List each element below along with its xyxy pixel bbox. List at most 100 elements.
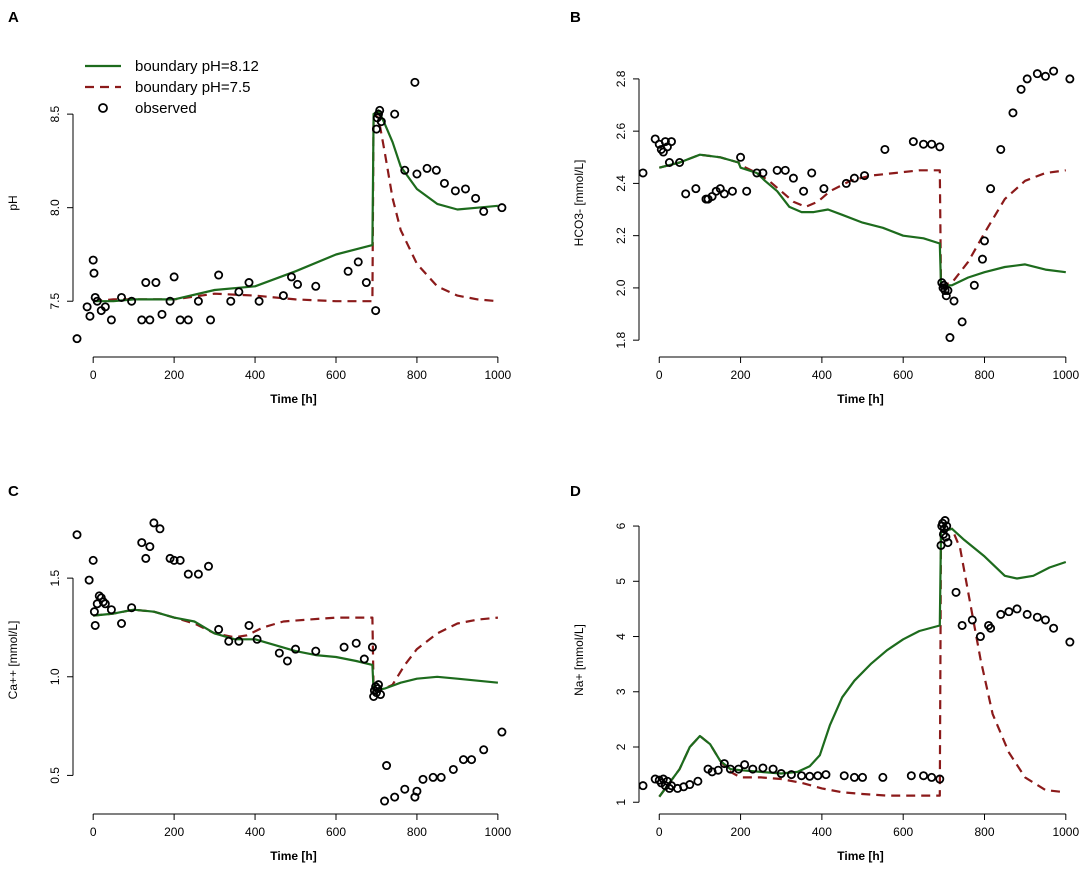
panel-d-observed-point xyxy=(849,772,859,782)
panel-a-observed-point xyxy=(72,334,82,344)
panel-b-x-tick-label: 1000 xyxy=(1052,368,1079,382)
panel-a-observed-point xyxy=(100,302,110,312)
panel-b-observed-point xyxy=(957,317,967,327)
panel-c-y-tick-label: 0.5 xyxy=(48,767,62,784)
panel-c-x-tick-label: 400 xyxy=(245,825,265,839)
panel-d-plot-area xyxy=(638,516,1075,798)
panel-b-observed-point xyxy=(986,184,996,194)
panel-b-observed-point xyxy=(788,173,798,183)
panel-b-y-tick-label: 1.8 xyxy=(614,331,628,348)
panel-b-observed-point xyxy=(977,254,987,264)
panel-c-plot-area xyxy=(72,518,507,806)
panel-d-observed-point xyxy=(996,609,1006,619)
panel-d-observed-point xyxy=(713,765,723,775)
panel-a-y-axis-title: pH xyxy=(6,195,20,210)
panel-d-x-tick-label: 400 xyxy=(812,825,832,839)
panel-b-x-tick-label: 800 xyxy=(974,368,994,382)
panel-b-observed-point xyxy=(1016,84,1026,94)
panel-d-y-axis-title: Na+ [mmol/L] xyxy=(572,624,586,696)
panel-c-x-tick-label: 0 xyxy=(90,825,97,839)
panel-c-boundary-ph-8-12-line xyxy=(93,608,499,692)
legend: boundary pH=8.12 boundary pH=7.5 observed xyxy=(85,58,259,117)
panel-d-x-tick-label: 800 xyxy=(974,825,994,839)
panel-a-observed-point xyxy=(450,186,460,196)
panel-b-plot-area xyxy=(638,66,1075,343)
panel-a-boundary-ph-8-12-line xyxy=(93,109,499,303)
panel-c-observed-point xyxy=(98,597,108,607)
panel-a-observed-point xyxy=(361,278,371,288)
panel-b-observed-point xyxy=(681,189,691,199)
panel-c-observed-point xyxy=(376,690,386,700)
panel-d-observed-point xyxy=(638,781,648,791)
panel-b-x-tick-label: 600 xyxy=(893,368,913,382)
panel-b-observed-point xyxy=(819,184,829,194)
panel-a-observed-point xyxy=(169,272,179,282)
panel-a-observed-point xyxy=(431,165,441,175)
panel-d-observed-point xyxy=(797,771,807,781)
panel-d: D 0 200 400 600 800 1000 Time [h] 1 2 3 4 5 6 Na+ [mmo… xyxy=(570,483,1079,863)
panel-c-observed-point xyxy=(418,774,428,784)
panel-c-observed-point xyxy=(234,636,244,646)
panel-a-x-tick-label: 400 xyxy=(245,368,265,382)
panel-a-observed-point xyxy=(137,315,147,325)
panel-d-observed-point xyxy=(776,769,786,779)
panel-c-observed-point xyxy=(137,538,147,548)
panel-d-observed-point xyxy=(734,764,744,774)
panel-c-x-axis-title: Time [h] xyxy=(270,849,316,863)
panel-b-letter: B xyxy=(570,9,581,26)
panel-b-x-tick-label: 400 xyxy=(812,368,832,382)
panel-c-x-tick-label: 200 xyxy=(164,825,184,839)
panel-c-observed-point xyxy=(311,646,321,656)
panel-d-observed-point xyxy=(813,771,823,781)
panel-c-observed-point xyxy=(94,591,104,601)
panel-c-observed-point xyxy=(72,530,82,540)
panel-c-y-axis-title: Ca++ [mmol/L] xyxy=(6,621,20,700)
panel-b-observed-point xyxy=(780,165,790,175)
panel-d-observed-point xyxy=(986,623,996,633)
panel-b-observed-point xyxy=(996,144,1006,154)
panel-b-observed-point xyxy=(841,178,851,188)
panel-c-observed-point xyxy=(351,638,361,648)
panel-a-observed-point xyxy=(206,315,216,325)
panel-a: A 0 200 400 600 800 1000 Time [h] 7.5 8.0 8.5 pH xyxy=(6,9,512,406)
panel-a-y-tick-label: 8.5 xyxy=(48,105,62,122)
panel-d-boundary-ph-8-12-line xyxy=(658,527,1067,798)
panel-a-observed-point xyxy=(193,296,203,306)
panel-a-observed-point xyxy=(234,287,244,297)
panel-b-observed-point xyxy=(945,333,955,343)
legend-boundary-ph-8-12-label: boundary pH=8.12 xyxy=(135,58,259,75)
panel-d-observed-point xyxy=(942,521,952,531)
panel-b-observed-point xyxy=(860,171,870,181)
panel-c-observed-point xyxy=(127,603,137,613)
panel-b-observed-point xyxy=(660,137,670,147)
panel-b-boundary-ph-8-12-line xyxy=(659,153,1066,287)
panel-d-y-tick-label: 4 xyxy=(614,633,628,640)
panel-a-observed-point xyxy=(254,296,264,306)
panel-a-observed-point xyxy=(471,193,481,203)
panel-d-x-axis-title: Time [h] xyxy=(837,849,883,863)
panel-a-observed-point xyxy=(412,169,422,179)
panel-a-observed-point xyxy=(400,165,410,175)
panel-a-observed-point xyxy=(343,266,353,276)
panel-a-y-tick-label: 8.0 xyxy=(48,199,62,216)
panel-d-x-tick-label: 600 xyxy=(893,825,913,839)
panel-b-y-tick-label: 2.4 xyxy=(614,175,628,192)
panel-b-observed-point xyxy=(719,189,729,199)
panel-b-observed-point xyxy=(949,296,959,306)
panel-b-y-tick-label: 2.6 xyxy=(614,122,628,139)
panel-c-observed-point xyxy=(428,772,438,782)
panel-d-observed-point xyxy=(935,774,945,784)
panel-c-observed-point xyxy=(497,727,507,737)
panel-d-observed-point xyxy=(951,587,961,597)
panel-b-observed-point xyxy=(1049,66,1059,76)
panel-a-observed-point xyxy=(371,306,381,316)
panel-b-observed-point xyxy=(664,158,674,168)
panel-b-observed-point xyxy=(1065,74,1075,84)
panel-c-observed-point xyxy=(155,524,165,534)
panel-b-observed-point xyxy=(758,168,768,178)
panel-c-x-tick-label: 800 xyxy=(407,825,427,839)
panel-c-observed-point xyxy=(400,784,410,794)
panel-a-observed-point xyxy=(165,296,175,306)
